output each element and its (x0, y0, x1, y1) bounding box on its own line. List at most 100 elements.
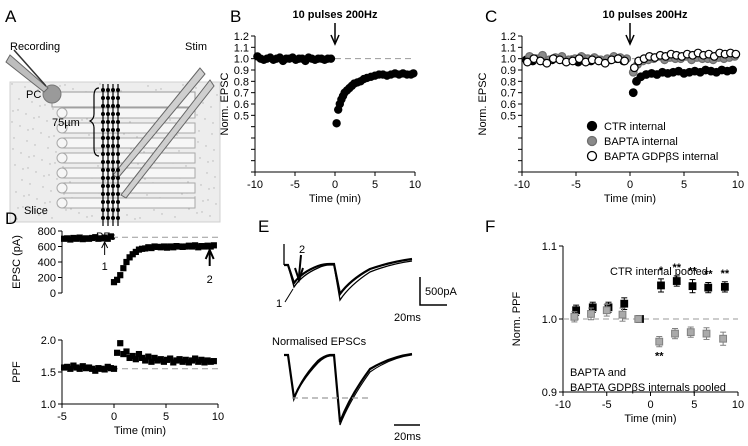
pf-bouton (111, 184, 115, 188)
data-point (671, 329, 679, 338)
data-point (114, 349, 121, 356)
y-tick-label: 0 (50, 288, 56, 300)
tissue-dot (207, 199, 209, 201)
data-point (409, 69, 418, 78)
y-axis-label: Norm. EPSC (477, 72, 489, 135)
pf-bouton (116, 176, 120, 180)
data-point (620, 299, 629, 308)
label-slice: Slice (24, 205, 48, 217)
x-tick-label: 10 (212, 411, 224, 423)
tissue-dot (41, 159, 43, 161)
tissue-dot (201, 211, 203, 213)
tissue-dot (209, 215, 211, 217)
data-point (123, 258, 130, 266)
tissue-dot (54, 162, 56, 164)
label-pc: PC (26, 89, 41, 101)
tissue-dot (12, 110, 14, 112)
tissue-dot (52, 108, 54, 110)
chart-c: C 0.50.60.70.80.91.01.11.2 -10 -5 0 5 10 Time (… (477, 7, 744, 205)
pf-bouton (106, 120, 110, 124)
y-tick-label: 1.2 (234, 31, 249, 43)
tissue-dot (120, 90, 122, 92)
pf-bouton (106, 88, 110, 92)
tissue-dot (91, 215, 93, 217)
tissue-dot (210, 106, 212, 108)
data-point (332, 119, 341, 128)
tissue-dot (208, 188, 210, 190)
tissue-dot (54, 124, 56, 126)
tissue-dot (137, 163, 139, 165)
pf-bouton (106, 160, 110, 164)
data-point (117, 340, 124, 347)
pf-bouton (106, 104, 110, 108)
tissue-dot (215, 203, 217, 205)
x-tick-label: -10 (514, 179, 530, 191)
data-point (210, 358, 217, 365)
tissue-dot (11, 121, 13, 123)
tissue-dot (212, 160, 214, 162)
tissue-dot (11, 83, 13, 85)
marker-1: 1 (102, 261, 108, 273)
pf-bouton (101, 160, 105, 164)
tissue-dot (30, 210, 32, 212)
y-tick-label: 1.5 (41, 367, 56, 379)
pf-bouton (116, 144, 120, 148)
data-point (731, 49, 741, 59)
data-point (120, 265, 127, 272)
legend-label: BAPTA GDPβS internal (604, 151, 718, 163)
data-point (167, 355, 174, 362)
x-tick-label: -5 (602, 399, 612, 411)
tissue-dot (49, 163, 51, 165)
arrow-1 (284, 288, 294, 303)
tissue-dot (202, 102, 204, 104)
pf-bouton (116, 216, 120, 220)
tissue-dot (31, 101, 33, 103)
pf-bouton (106, 112, 110, 116)
normalised-trace-1 (284, 354, 413, 426)
y-tick-label: 0.6 (501, 99, 516, 111)
data-point (572, 306, 581, 315)
x-tick-label: 10 (732, 399, 744, 411)
pf-bouton (101, 88, 105, 92)
tissue-dot (143, 151, 145, 153)
pf-bouton (101, 96, 105, 100)
tissue-dot (188, 208, 190, 210)
panel-letter: C (485, 7, 497, 26)
tissue-dot (50, 190, 52, 192)
pf-bouton (116, 184, 120, 188)
tissue-dot (25, 113, 27, 115)
tissue-dot (44, 202, 46, 204)
data-point (618, 310, 627, 319)
stim-arrow-head (330, 34, 340, 46)
pf-bouton (111, 192, 115, 196)
pf-bouton (101, 216, 105, 220)
y-tick-label: 200 (38, 273, 56, 285)
tissue-dot (28, 194, 30, 196)
tissue-dot (72, 88, 74, 90)
tissue-dot (99, 83, 101, 85)
tissue-dot (38, 116, 40, 118)
tissue-dot (199, 157, 201, 159)
pf-bouton (106, 176, 110, 180)
pf-bouton (111, 112, 115, 116)
pf-bouton (106, 128, 110, 132)
chart-b: B 0.50.60.70.80.91.01.11.2 -10 -5 0 5 10 Time (… (219, 7, 421, 205)
y-tick-label: 0.5 (501, 110, 516, 122)
x-tick-label: 5 (372, 179, 378, 191)
pf-bouton (116, 192, 120, 196)
tissue-dot (51, 217, 53, 219)
marker-2-arrow-head (204, 247, 215, 260)
x-tick-label: -5 (57, 411, 67, 423)
pf-bouton (101, 112, 105, 116)
data-point (126, 254, 133, 261)
y-tick-label: 400 (38, 257, 56, 269)
pf-bouton (106, 192, 110, 196)
pf-bouton (111, 144, 115, 148)
pf-bouton (101, 128, 105, 132)
dendrite-tip (56, 167, 68, 179)
pf-bouton (106, 96, 110, 100)
y-tick-label: 2.0 (41, 335, 56, 347)
tissue-dot (126, 214, 128, 216)
